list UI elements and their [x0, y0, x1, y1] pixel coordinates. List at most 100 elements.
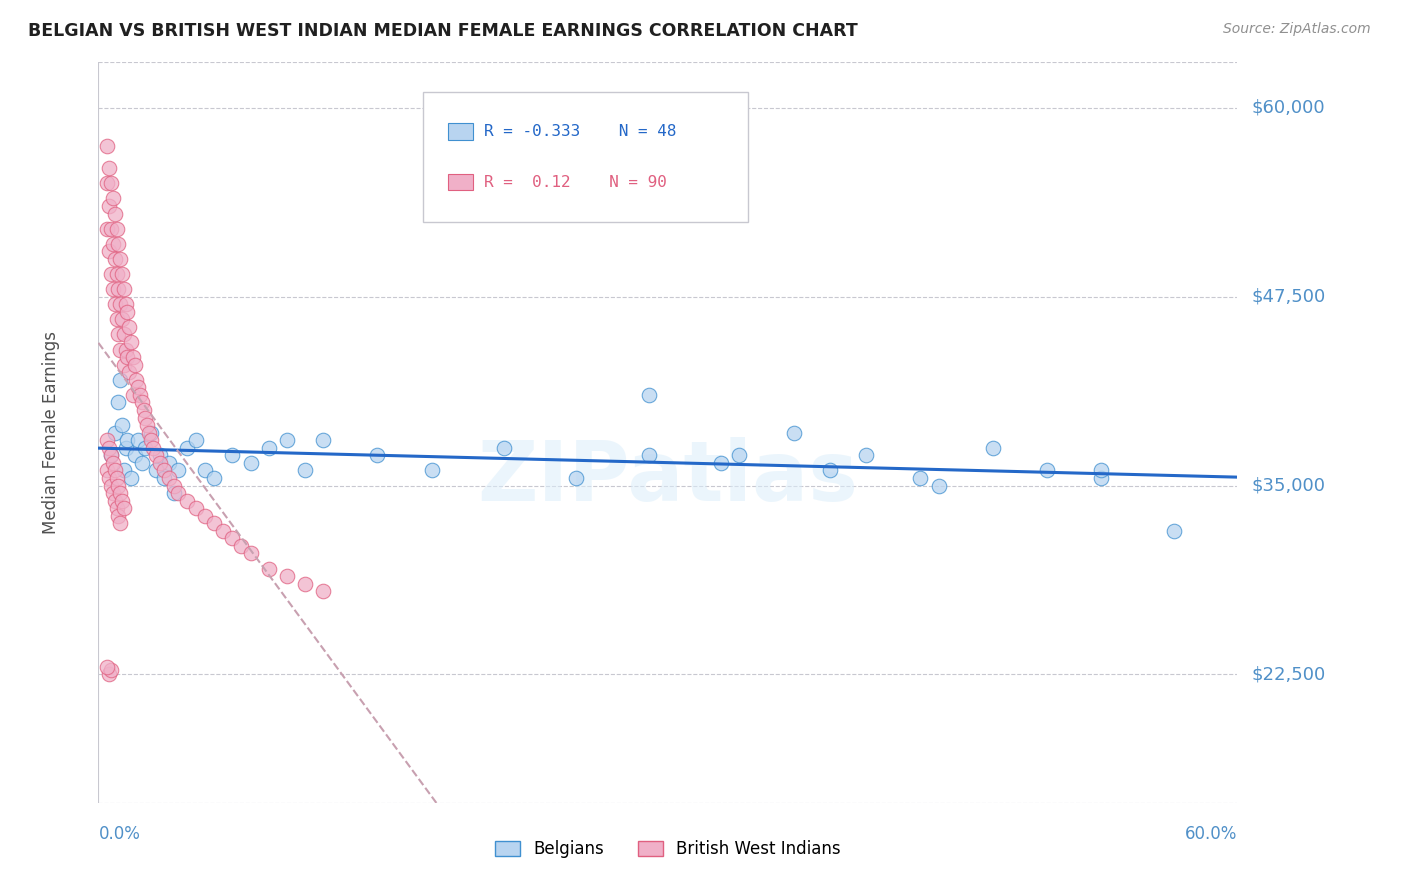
Point: [114, 297, 136, 311]
Point: [157, 456, 180, 470]
Point: [366, 448, 388, 462]
Point: [107, 282, 129, 296]
Point: [96, 660, 118, 674]
Point: [96, 138, 118, 153]
Point: [112, 358, 135, 372]
Point: [105, 221, 128, 235]
Point: [98, 441, 121, 455]
Point: [420, 463, 443, 477]
Point: [129, 388, 152, 402]
Point: [101, 191, 124, 205]
Point: [100, 478, 122, 492]
Point: [186, 433, 208, 447]
Point: [107, 327, 129, 342]
Point: [108, 343, 131, 357]
Point: [96, 433, 118, 447]
Bar: [449, 123, 472, 140]
Point: [127, 433, 149, 447]
Text: 0.0%: 0.0%: [98, 825, 141, 844]
Text: ZIPatlas: ZIPatlas: [478, 436, 858, 517]
Point: [910, 471, 932, 485]
Point: [98, 199, 121, 213]
Point: [100, 267, 122, 281]
Point: [114, 343, 136, 357]
Point: [96, 177, 118, 191]
Point: [101, 456, 124, 470]
Text: BELGIAN VS BRITISH WEST INDIAN MEDIAN FEMALE EARNINGS CORRELATION CHART: BELGIAN VS BRITISH WEST INDIAN MEDIAN FE…: [28, 22, 858, 40]
Point: [312, 584, 335, 599]
Point: [107, 478, 129, 492]
Text: 60.0%: 60.0%: [1185, 825, 1237, 844]
Point: [167, 486, 190, 500]
Point: [142, 441, 165, 455]
Point: [149, 448, 172, 462]
Text: R =  0.12    N = 90: R = 0.12 N = 90: [485, 175, 668, 190]
Point: [96, 463, 118, 477]
Point: [98, 161, 121, 176]
Text: $22,500: $22,500: [1251, 665, 1326, 683]
Text: Median Female Earnings: Median Female Earnings: [42, 331, 59, 534]
Point: [981, 441, 1004, 455]
Point: [710, 456, 733, 470]
Point: [98, 667, 121, 681]
Point: [257, 441, 280, 455]
Point: [120, 334, 142, 349]
Point: [194, 463, 217, 477]
Point: [276, 569, 298, 583]
Legend: Belgians, British West Indians: Belgians, British West Indians: [488, 833, 848, 865]
Point: [231, 539, 253, 553]
Point: [107, 236, 129, 251]
FancyBboxPatch shape: [423, 92, 748, 221]
Text: Source: ZipAtlas.com: Source: ZipAtlas.com: [1223, 22, 1371, 37]
Point: [104, 252, 127, 266]
Point: [111, 418, 134, 433]
Point: [125, 373, 148, 387]
Point: [111, 493, 134, 508]
Point: [782, 425, 804, 440]
Point: [131, 456, 153, 470]
Point: [101, 282, 124, 296]
Point: [257, 561, 280, 575]
Point: [105, 312, 128, 326]
Point: [112, 282, 135, 296]
Point: [176, 441, 198, 455]
Point: [112, 501, 135, 516]
Point: [117, 304, 139, 318]
Point: [117, 350, 139, 364]
Point: [1090, 471, 1112, 485]
Point: [107, 508, 129, 523]
Point: [855, 448, 877, 462]
Point: [239, 456, 262, 470]
Point: [212, 524, 235, 538]
Point: [124, 358, 146, 372]
Point: [194, 508, 217, 523]
Point: [104, 493, 127, 508]
Point: [105, 501, 128, 516]
Point: [100, 663, 122, 677]
Point: [138, 425, 160, 440]
Point: [728, 448, 751, 462]
Bar: [449, 174, 472, 190]
Point: [108, 516, 131, 531]
Text: R = -0.333    N = 48: R = -0.333 N = 48: [485, 124, 678, 139]
Point: [104, 425, 127, 440]
Point: [221, 448, 243, 462]
Point: [139, 425, 162, 440]
Point: [105, 267, 128, 281]
Point: [98, 244, 121, 259]
Point: [131, 395, 153, 409]
Point: [114, 441, 136, 455]
Point: [145, 448, 167, 462]
Point: [104, 206, 127, 220]
Text: $60,000: $60,000: [1251, 99, 1326, 117]
Point: [118, 365, 141, 379]
Point: [928, 478, 950, 492]
Point: [132, 403, 155, 417]
Point: [565, 471, 588, 485]
Point: [163, 486, 186, 500]
Point: [637, 448, 659, 462]
Point: [157, 471, 180, 485]
Point: [107, 395, 129, 409]
Point: [167, 463, 190, 477]
Point: [134, 441, 156, 455]
